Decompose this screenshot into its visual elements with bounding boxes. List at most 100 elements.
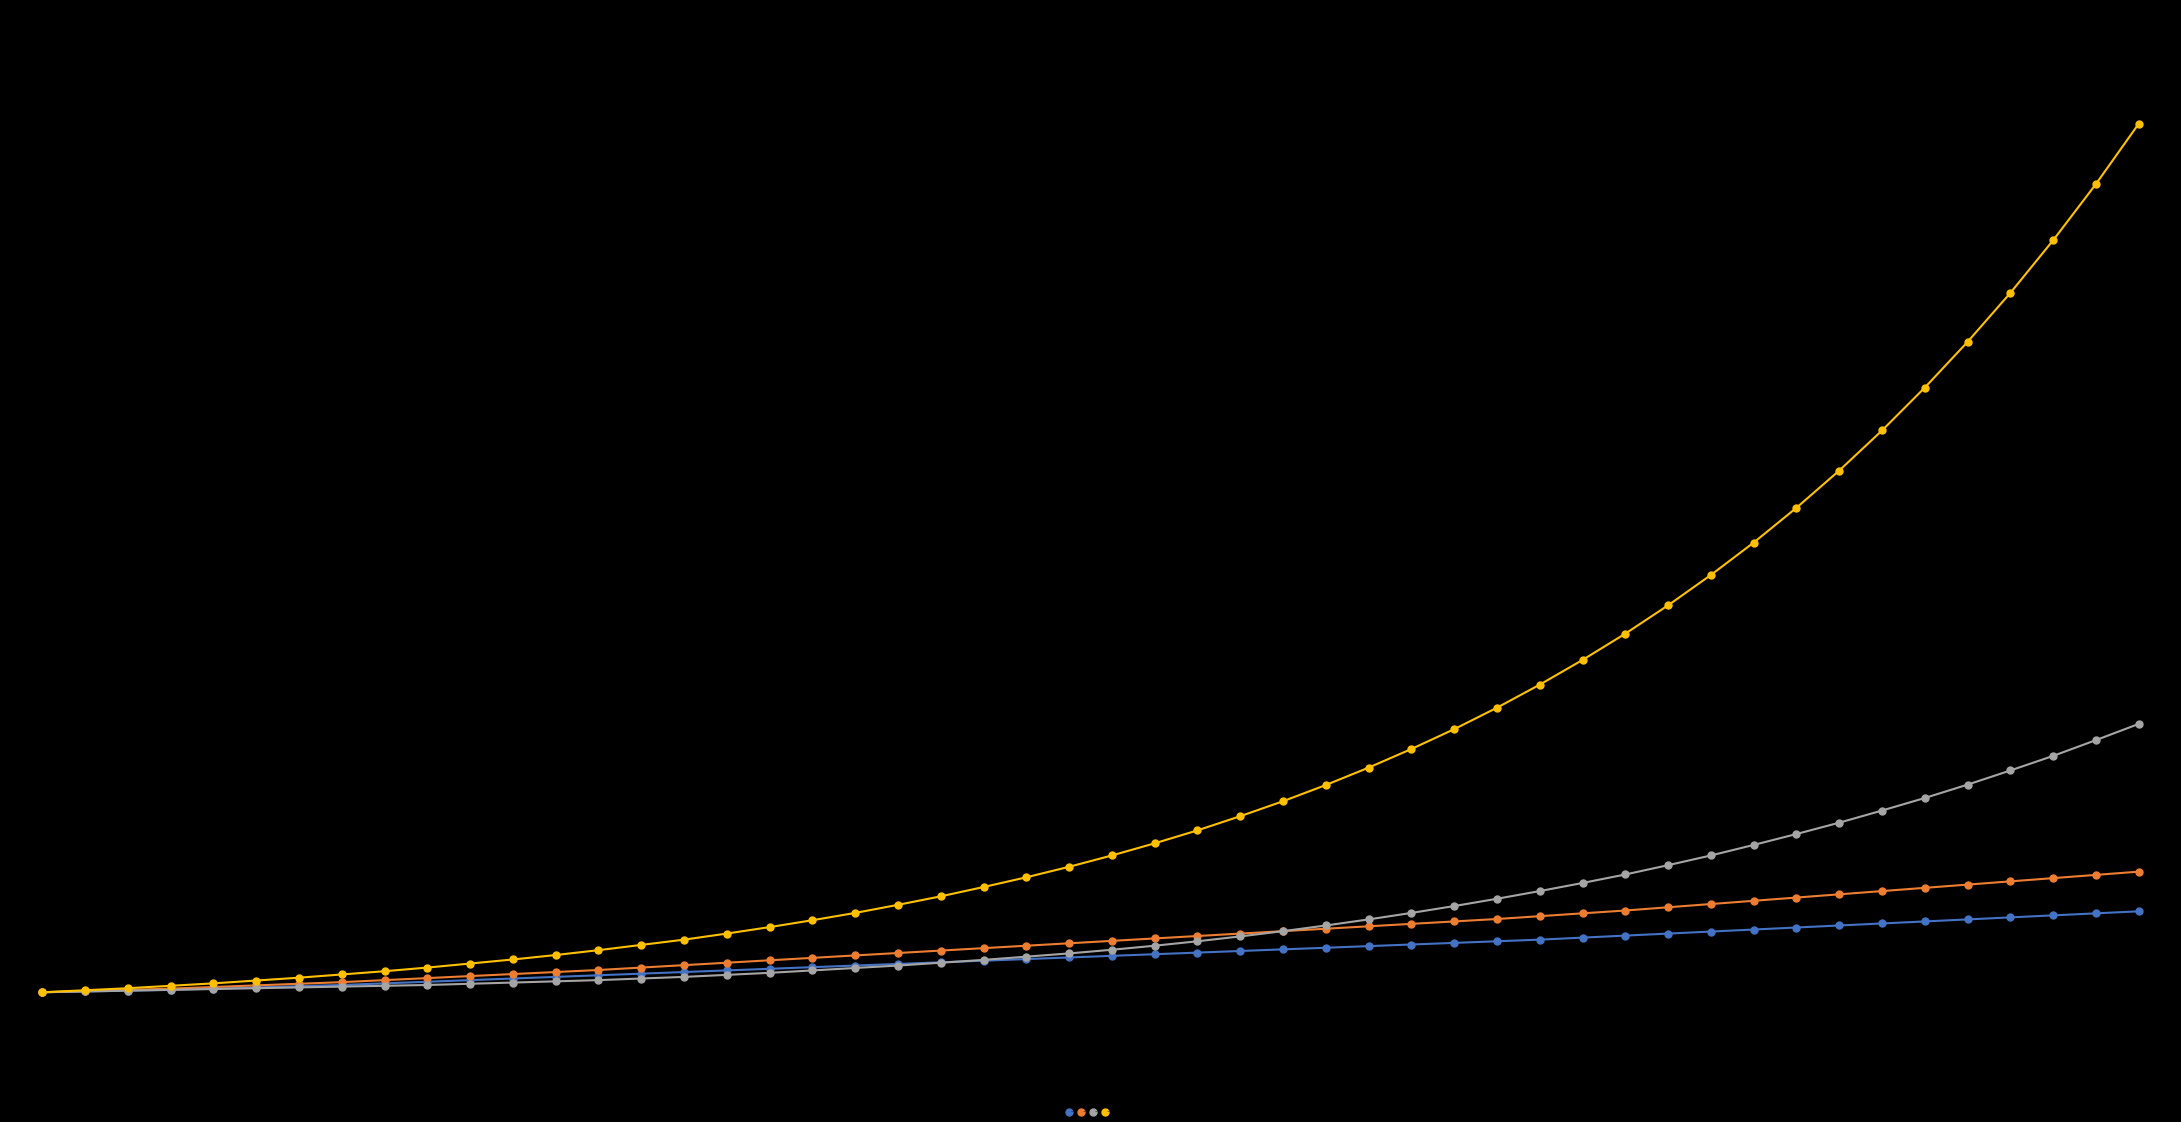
Series 2 xyxy=(1740,894,1767,908)
Series 4 xyxy=(543,948,569,962)
Series 4 xyxy=(371,965,397,978)
Series 4 xyxy=(1913,380,1939,394)
Series 2 xyxy=(1784,891,1810,904)
Series 2 xyxy=(1954,877,1980,891)
Series 4 xyxy=(1184,824,1210,837)
Series 1 xyxy=(713,964,739,977)
Series 4 xyxy=(628,938,654,951)
Series 3 xyxy=(157,983,183,996)
Series 2 xyxy=(1913,881,1939,894)
Series 1 xyxy=(157,983,183,996)
Series 1 xyxy=(1697,925,1723,938)
Series 1 xyxy=(543,971,569,984)
Series 2 xyxy=(2126,865,2153,879)
Series 3 xyxy=(885,959,912,973)
Series 4 xyxy=(2039,233,2065,247)
Series 3 xyxy=(1998,764,2024,778)
Series 3 xyxy=(628,972,654,985)
Series 4 xyxy=(1655,598,1682,611)
Series 3 xyxy=(713,968,739,982)
Series 1 xyxy=(1913,914,1939,928)
Series 3 xyxy=(1784,827,1810,840)
Legend: Series 1, Series 2, Series 3, Series 4: Series 1, Series 2, Series 3, Series 4 xyxy=(1067,1111,1114,1113)
Series 3 xyxy=(72,985,98,999)
Series 4 xyxy=(499,953,526,966)
Series 2 xyxy=(842,949,868,963)
Series 3 xyxy=(1269,925,1296,938)
Series 4 xyxy=(971,881,997,894)
Series 4 xyxy=(1313,779,1339,792)
Series 4 xyxy=(927,890,953,903)
Series 4 xyxy=(1398,743,1424,756)
Series 1 xyxy=(499,972,526,985)
Series 3 xyxy=(1612,867,1638,881)
Series 3 xyxy=(329,980,356,993)
Series 4 xyxy=(1099,848,1125,862)
Series 1 xyxy=(201,982,227,995)
Series 2 xyxy=(1398,917,1424,930)
Series 2 xyxy=(499,967,526,981)
Series 4 xyxy=(713,927,739,940)
Series 3 xyxy=(1184,935,1210,948)
Series 2 xyxy=(757,954,783,967)
Series 1 xyxy=(1014,953,1040,966)
Series 4 xyxy=(1228,809,1254,822)
Series 1 xyxy=(672,965,698,978)
Series 4 xyxy=(885,898,912,911)
Series 1 xyxy=(1442,936,1468,949)
Series 3 xyxy=(116,984,142,997)
Series 3 xyxy=(458,977,484,991)
Series 3 xyxy=(2039,749,2065,763)
Series 1 xyxy=(242,981,268,994)
Series 2 xyxy=(1099,935,1125,948)
Series 2 xyxy=(1612,904,1638,918)
Series 3 xyxy=(28,985,55,999)
Series 1 xyxy=(329,978,356,992)
Series 2 xyxy=(414,972,441,985)
Series 2 xyxy=(1527,910,1553,923)
Series 3 xyxy=(1570,876,1596,890)
Series 1 xyxy=(1357,939,1383,953)
Series 1 xyxy=(1313,941,1339,955)
Series 2 xyxy=(28,985,55,999)
Series 3 xyxy=(543,975,569,988)
Series 4 xyxy=(1998,286,2024,300)
Series 1 xyxy=(585,968,611,982)
Series 3 xyxy=(1740,838,1767,852)
Series 2 xyxy=(2083,868,2109,882)
Series 1 xyxy=(798,960,824,974)
Series 3 xyxy=(1697,848,1723,862)
Series 2 xyxy=(628,960,654,974)
Series 4 xyxy=(1483,701,1509,715)
Series 2 xyxy=(543,965,569,978)
Series 4 xyxy=(458,957,484,971)
Series 1 xyxy=(971,954,997,967)
Series 3 xyxy=(1313,919,1339,932)
Series 4 xyxy=(1740,536,1767,550)
Series 4 xyxy=(798,913,824,927)
Series 1 xyxy=(757,962,783,975)
Series 2 xyxy=(713,956,739,969)
Series 4 xyxy=(1570,653,1596,666)
Series 2 xyxy=(329,975,356,988)
Series 1 xyxy=(1740,922,1767,936)
Line: Series 2: Series 2 xyxy=(39,868,2142,995)
Series 3 xyxy=(2126,717,2153,730)
Series 3 xyxy=(1398,907,1424,920)
Series 1 xyxy=(1269,942,1296,956)
Series 2 xyxy=(2039,872,2065,885)
Series 3 xyxy=(1141,939,1167,953)
Series 4 xyxy=(672,932,698,946)
Series 1 xyxy=(414,975,441,988)
Series 1 xyxy=(1398,938,1424,951)
Series 3 xyxy=(499,976,526,990)
Series 4 xyxy=(72,984,98,997)
Series 4 xyxy=(1056,861,1082,874)
Series 4 xyxy=(1784,502,1810,515)
Series 3 xyxy=(1357,912,1383,926)
Series 3 xyxy=(757,966,783,980)
Series 3 xyxy=(842,962,868,975)
Series 2 xyxy=(1184,929,1210,942)
Series 4 xyxy=(1954,335,1980,349)
Series 2 xyxy=(1313,922,1339,936)
